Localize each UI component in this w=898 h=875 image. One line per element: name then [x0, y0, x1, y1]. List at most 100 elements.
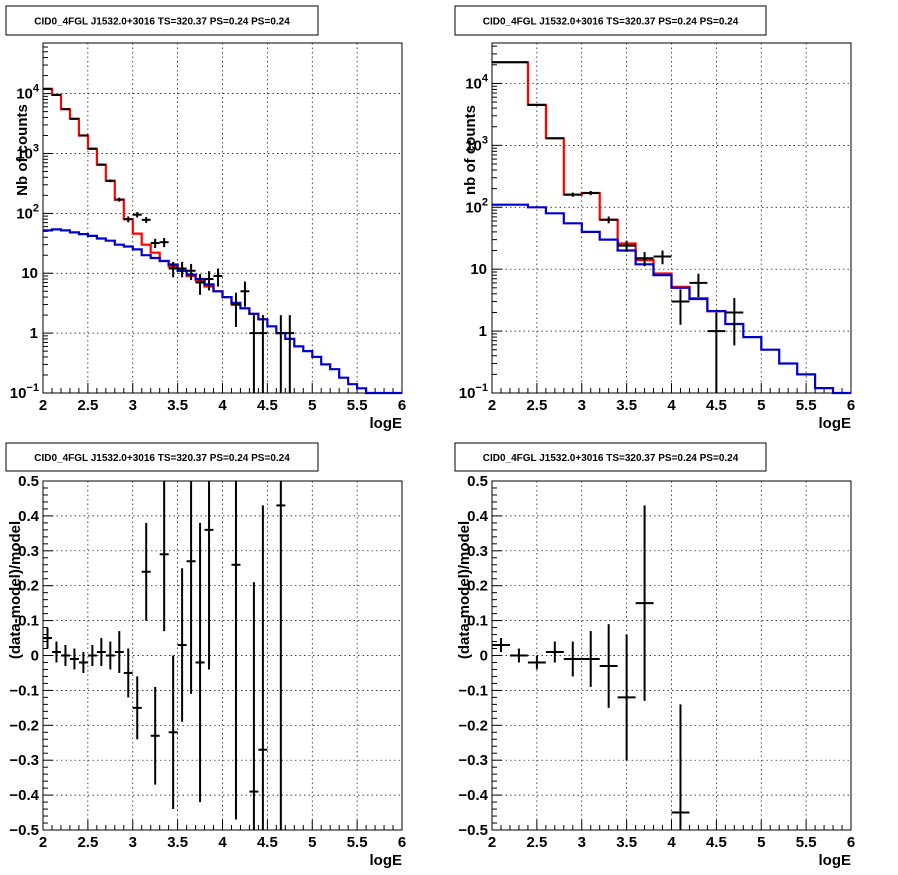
- y-axis-label: nb of counts: [462, 105, 479, 195]
- y-tick-exponent: 3: [33, 142, 39, 154]
- data-point: [87, 645, 97, 666]
- y-tick-base: 10: [459, 385, 476, 402]
- y-tick-label: 10−1: [459, 382, 488, 402]
- title-box: [454, 442, 767, 472]
- data-point: [258, 505, 268, 830]
- chart-panel-1: CID0_4FGL J1532.0+3016 TS=320.37 PS=0.24…: [5, 5, 406, 432]
- y-tick-label: −0.4: [9, 787, 39, 804]
- x-tick-label: 5.5: [796, 397, 817, 414]
- y-tick-label: 104: [16, 83, 40, 103]
- data-point: [132, 212, 142, 218]
- y-tick-label: 103: [465, 134, 488, 154]
- data-point: [60, 645, 70, 666]
- data-point: [545, 137, 564, 140]
- y-tick-label: 0: [480, 648, 488, 665]
- y-axis-label: (data-model)/model: [7, 521, 24, 659]
- y-tick-label: 1: [30, 325, 38, 342]
- data-point: [285, 315, 295, 393]
- x-tick-label: 4.5: [257, 397, 278, 414]
- y-tick-base: 10: [465, 75, 482, 92]
- x-tick-label: 5: [308, 397, 316, 414]
- data-point: [563, 192, 582, 197]
- chart-title: CID0_4FGL J1532.0+3016 TS=320.37 PS=0.24…: [34, 453, 290, 464]
- x-tick-label: 6: [398, 397, 406, 414]
- x-tick-label: 4: [218, 397, 227, 414]
- x-tick-label: 4: [667, 834, 676, 851]
- y-tick-exponent: 3: [482, 134, 488, 146]
- data-point: [671, 704, 690, 830]
- chart-title: CID0_4FGL J1532.0+3016 TS=320.37 PS=0.24…: [483, 453, 739, 464]
- x-tick-label: 3: [578, 834, 586, 851]
- data-point: [653, 250, 672, 265]
- y-tick-label: 102: [465, 196, 488, 216]
- data-point: [168, 655, 178, 810]
- plot-frame: [491, 480, 852, 831]
- data-point: [51, 641, 61, 663]
- x-tick-label: 3.5: [616, 834, 637, 851]
- x-tick-label: 4.5: [706, 834, 727, 851]
- data-point: [105, 641, 115, 670]
- x-tick-label: 6: [398, 834, 406, 851]
- title-box: [5, 442, 319, 472]
- data-point: [168, 261, 178, 278]
- y-tick-label: 0.4: [467, 508, 489, 525]
- data-point: [60, 108, 70, 111]
- y-tick-label: 0.3: [18, 543, 39, 560]
- data-point: [141, 217, 151, 223]
- y-tick-exponent: 2: [33, 202, 39, 214]
- data-point: [581, 631, 600, 687]
- data-point: [707, 312, 726, 393]
- x-tick-label: 3.5: [616, 397, 637, 414]
- x-axis-label: logE: [370, 415, 403, 432]
- y-tick-label: −0.1: [458, 682, 488, 699]
- y-tick-label: 0.2: [467, 578, 488, 595]
- data-point: [51, 93, 61, 96]
- y-tick-exponent: −1: [475, 382, 488, 394]
- x-tick-label: 3.5: [167, 397, 188, 414]
- data-point: [150, 686, 160, 785]
- chart-panel-4: CID0_4FGL J1532.0+3016 TS=320.37 PS=0.24…: [454, 442, 855, 869]
- data-point: [43, 627, 52, 649]
- y-tick-label: −0.5: [9, 822, 39, 839]
- data-point: [563, 641, 582, 677]
- x-tick-label: 5: [757, 834, 765, 851]
- y-tick-label: 103: [16, 142, 39, 162]
- x-tick-label: 2: [488, 834, 496, 851]
- y-tick-label: −0.3: [458, 752, 488, 769]
- x-tick-label: 3: [578, 397, 586, 414]
- data-point: [96, 163, 106, 166]
- y-tick-base: 10: [10, 385, 27, 402]
- data-point: [617, 634, 636, 761]
- data-point: [159, 481, 169, 632]
- model-step-series-1: [492, 61, 726, 313]
- data-point: [249, 582, 259, 830]
- title-box: [454, 5, 767, 36]
- y-tick-label: 0.3: [467, 543, 488, 560]
- y-tick-label: −0.5: [458, 822, 488, 839]
- data-point: [276, 481, 286, 830]
- data-point: [204, 271, 214, 291]
- data-point: [527, 103, 546, 106]
- model-step-series-1: [43, 87, 268, 321]
- y-tick-base: 10: [465, 137, 482, 154]
- x-axis-label: logE: [370, 852, 403, 869]
- x-tick-label: 6: [847, 834, 855, 851]
- y-tick-base: 10: [16, 205, 33, 222]
- y-tick-label: −0.1: [9, 682, 39, 699]
- x-tick-label: 2.5: [77, 834, 98, 851]
- x-tick-label: 2: [39, 397, 47, 414]
- data-point: [69, 117, 79, 120]
- data-point: [204, 481, 214, 670]
- x-tick-label: 5.5: [347, 834, 368, 851]
- data-point: [635, 252, 654, 267]
- data-point: [635, 505, 654, 701]
- data-point: [249, 315, 259, 393]
- y-tick-label: 104: [465, 72, 489, 92]
- data-point: [123, 216, 133, 223]
- data-point: [132, 676, 142, 740]
- data-point: [509, 648, 528, 663]
- x-tick-label: 3: [129, 834, 137, 851]
- y-tick-exponent: 2: [482, 196, 488, 208]
- y-tick-label: 10: [21, 265, 38, 282]
- y-tick-label: 0.5: [467, 473, 488, 490]
